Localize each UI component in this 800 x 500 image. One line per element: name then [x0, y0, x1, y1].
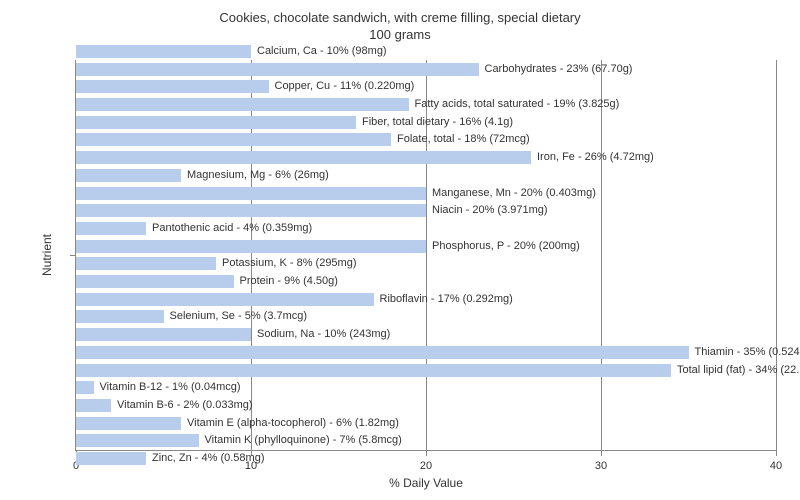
- nutrient-bar: [76, 240, 426, 253]
- x-tick-label: 30: [595, 460, 607, 472]
- nutrient-bar: [76, 169, 181, 182]
- nutrient-bar-label: Pantothenic acid - 4% (0.359mg): [152, 222, 312, 235]
- nutrient-bar-label: Carbohydrates - 23% (67.70g): [485, 63, 633, 76]
- nutrient-bar: [76, 257, 216, 270]
- nutrient-bar-label: Iron, Fe - 26% (4.72mg): [537, 151, 654, 164]
- nutrient-bar-label: Calcium, Ca - 10% (98mg): [257, 45, 387, 58]
- chart-title: Cookies, chocolate sandwich, with creme …: [0, 10, 800, 44]
- nutrient-bar-label: Riboflavin - 17% (0.292mg): [380, 293, 513, 306]
- nutrient-bar: [76, 222, 146, 235]
- nutrient-bar-label: Selenium, Se - 5% (3.7mcg): [170, 310, 308, 323]
- nutrient-bar-label: Vitamin B-6 - 2% (0.033mg): [117, 399, 253, 412]
- nutrient-bar: [76, 328, 251, 341]
- nutrient-bar: [76, 63, 479, 76]
- x-tick: [601, 450, 602, 456]
- nutrient-bar: [76, 364, 671, 377]
- nutrient-bar: [76, 417, 181, 430]
- nutrient-bar: [76, 293, 374, 306]
- x-tick-label: 20: [420, 460, 432, 472]
- nutrient-bar: [76, 434, 199, 447]
- x-tick-label: 40: [770, 460, 782, 472]
- nutrient-bar-label: Vitamin K (phylloquinone) - 7% (5.8mcg): [205, 434, 402, 447]
- nutrient-bar: [76, 133, 391, 146]
- nutrient-chart: Cookies, chocolate sandwich, with creme …: [0, 0, 800, 500]
- nutrient-bar-label: Vitamin E (alpha-tocopherol) - 6% (1.82m…: [187, 417, 399, 430]
- x-tick: [426, 450, 427, 456]
- nutrient-bar: [76, 346, 689, 359]
- nutrient-bar-label: Niacin - 20% (3.971mg): [432, 204, 548, 217]
- nutrient-bar-label: Thiamin - 35% (0.524mg): [695, 346, 800, 359]
- nutrient-bar-label: Sodium, Na - 10% (243mg): [257, 328, 390, 341]
- nutrient-bar-label: Fiber, total dietary - 16% (4.1g): [362, 116, 513, 129]
- nutrient-bar: [76, 399, 111, 412]
- nutrient-bar: [76, 275, 234, 288]
- nutrient-bar: [76, 151, 531, 164]
- nutrient-bar-label: Fatty acids, total saturated - 19% (3.82…: [415, 98, 620, 111]
- nutrient-bar-label: Manganese, Mn - 20% (0.403mg): [432, 187, 596, 200]
- nutrient-bar-label: Zinc, Zn - 4% (0.58mg): [152, 452, 264, 465]
- nutrient-bar: [76, 116, 356, 129]
- nutrient-bar: [76, 80, 269, 93]
- nutrient-bar-label: Magnesium, Mg - 6% (26mg): [187, 169, 329, 182]
- nutrient-bar: [76, 310, 164, 323]
- gridline: [776, 60, 777, 450]
- y-tick: [70, 255, 76, 256]
- nutrient-bar: [76, 187, 426, 200]
- chart-title-line2: 100 grams: [369, 27, 430, 42]
- nutrient-bar-label: Protein - 9% (4.50g): [240, 275, 338, 288]
- nutrient-bar-label: Potassium, K - 8% (295mg): [222, 257, 357, 270]
- nutrient-bar-label: Vitamin B-12 - 1% (0.04mcg): [100, 381, 241, 394]
- chart-title-line1: Cookies, chocolate sandwich, with creme …: [219, 10, 580, 25]
- nutrient-bar: [76, 204, 426, 217]
- plot-area: Nutrient % Daily Value 010203040Calcium,…: [75, 60, 776, 451]
- x-axis-label: % Daily Value: [389, 476, 463, 490]
- nutrient-bar: [76, 452, 146, 465]
- nutrient-bar: [76, 45, 251, 58]
- y-axis-label: Nutrient: [40, 234, 54, 276]
- nutrient-bar: [76, 381, 94, 394]
- gridline: [601, 60, 602, 450]
- nutrient-bar-label: Folate, total - 18% (72mcg): [397, 133, 530, 146]
- nutrient-bar-label: Total lipid (fat) - 34% (22.10g): [677, 364, 800, 377]
- nutrient-bar-label: Phosphorus, P - 20% (200mg): [432, 240, 580, 253]
- nutrient-bar-label: Copper, Cu - 11% (0.220mg): [275, 80, 415, 93]
- x-tick: [776, 450, 777, 456]
- nutrient-bar: [76, 98, 409, 111]
